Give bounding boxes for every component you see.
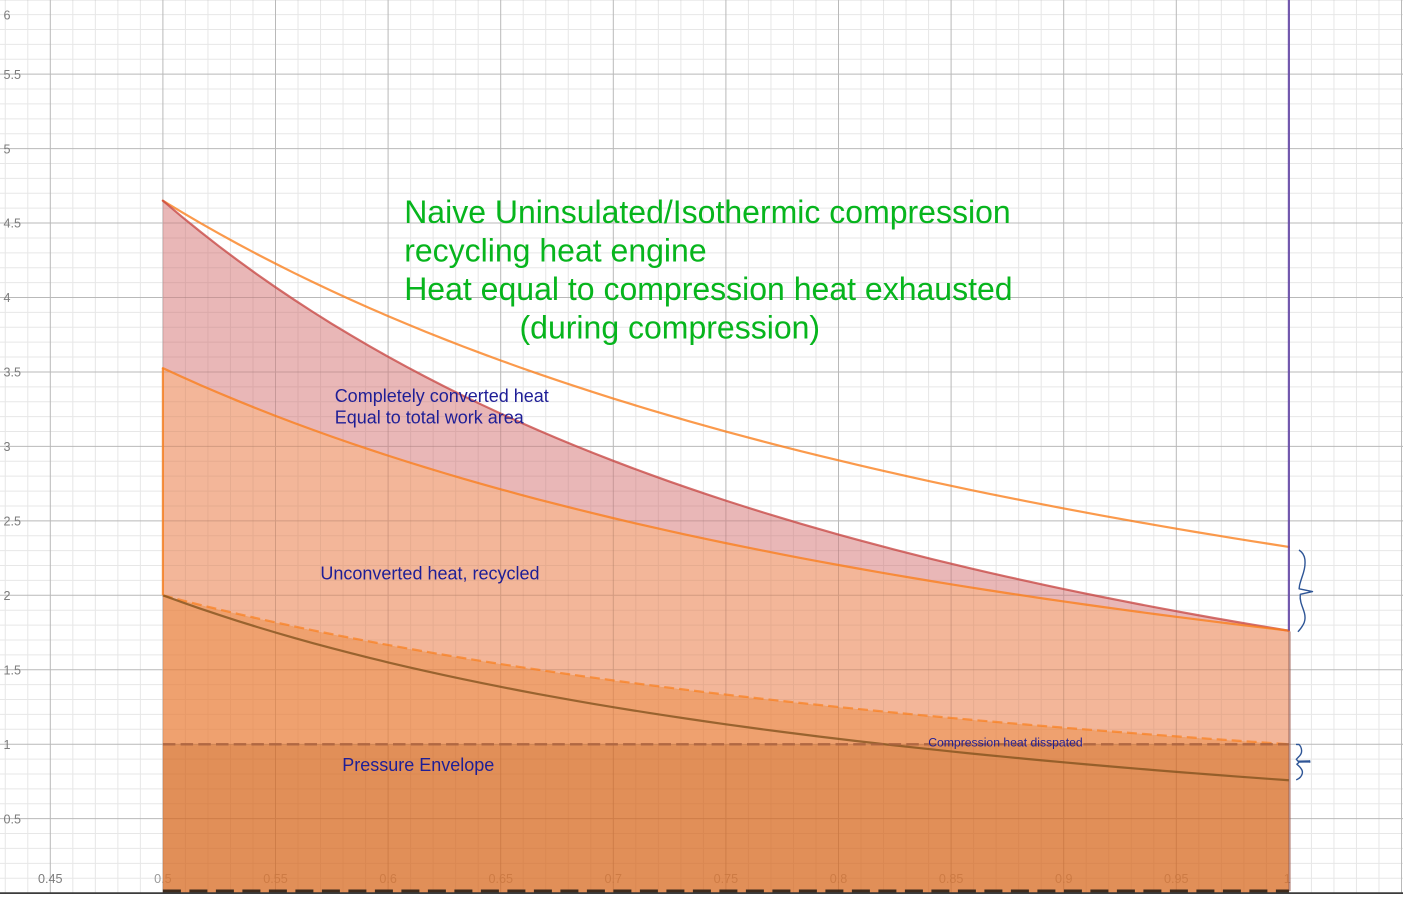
svg-text:Pressure Envelope: Pressure Envelope [342,755,494,775]
svg-text:(during compression): (during compression) [520,310,821,346]
svg-text:2.5: 2.5 [4,515,22,529]
svg-text:4.5: 4.5 [4,217,22,231]
svg-text:2: 2 [4,589,11,603]
svg-text:Heat equal to compression heat: Heat equal to compression heat exhausted [404,271,1012,307]
svg-text:4: 4 [4,291,11,305]
svg-text:0.5: 0.5 [4,812,22,826]
svg-text:Unconverted heat, recycled: Unconverted heat, recycled [320,563,539,583]
svg-text:Compression heat disspated: Compression heat disspated [928,735,1082,749]
svg-text:1: 1 [4,738,11,752]
svg-text:0.45: 0.45 [38,872,63,886]
svg-text:recycling heat engine: recycling heat engine [404,233,706,269]
svg-text:5.5: 5.5 [4,68,22,82]
svg-text:Equal to total work area: Equal to total work area [335,408,525,428]
svg-text:3.5: 3.5 [4,366,22,380]
svg-text:5: 5 [4,142,11,156]
svg-text:1.5: 1.5 [4,664,22,678]
svg-text:Naive Uninsulated/Isothermic c: Naive Uninsulated/Isothermic compression [404,194,1010,230]
svg-text:6: 6 [4,9,11,23]
svg-text:3: 3 [4,440,11,454]
svg-text:Completely converted heat: Completely converted heat [335,386,549,406]
